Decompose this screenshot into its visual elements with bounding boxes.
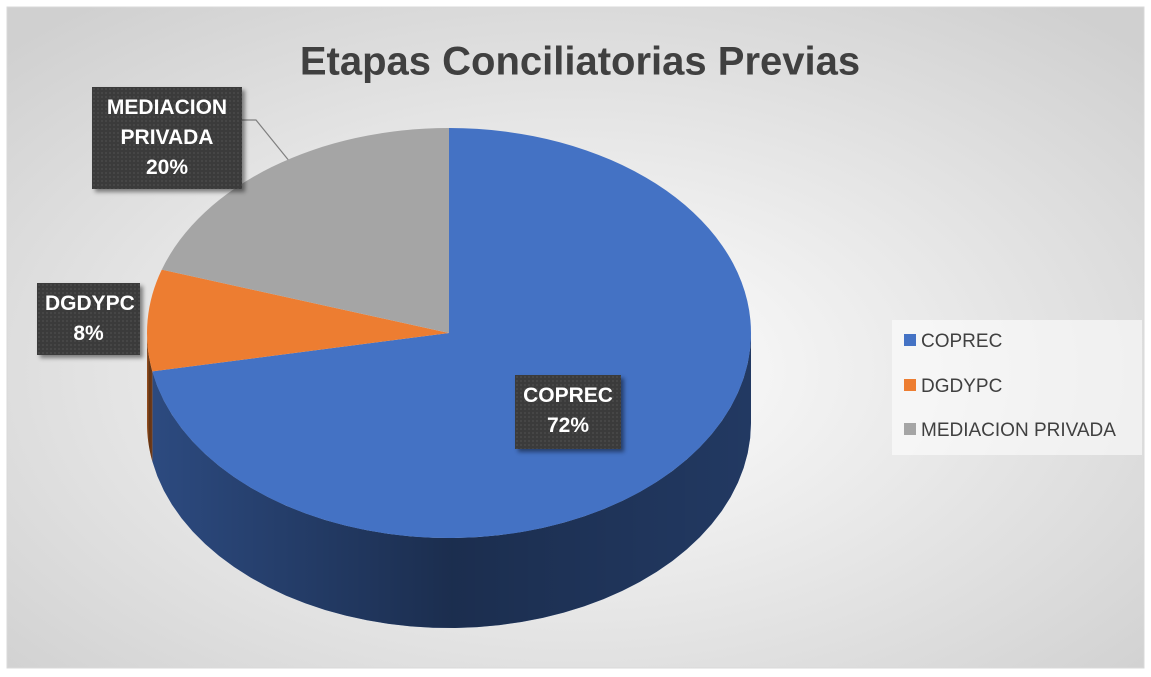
- data-label: COPREC 72%: [515, 375, 621, 449]
- slice-side-shade: [152, 333, 751, 628]
- data-label: DGDYPC 8%: [37, 283, 140, 355]
- data-label: MEDIACION PRIVADA 20%: [92, 87, 242, 189]
- slice-side-shade: [147, 333, 153, 462]
- data-label-value: 72%: [546, 414, 590, 437]
- data-label-category: DGDYPC: [45, 292, 135, 315]
- legend-entry: MEDIACION PRIVADA: [904, 420, 1116, 442]
- legend-label: COPREC: [921, 331, 1003, 352]
- chart-title: Etapas Conciliatorias Previas: [300, 40, 860, 84]
- legend-swatch: [904, 334, 916, 346]
- legend: COPREC DGDYPC MEDIACION PRIVADA: [892, 320, 1142, 455]
- legend-swatch: [904, 378, 916, 391]
- slice: [146, 269, 449, 372]
- legend-label: DGDYPC: [921, 375, 1003, 397]
- legend-swatch: [904, 423, 916, 435]
- slice: [161, 128, 449, 333]
- legend-entry: COPREC: [904, 331, 1002, 353]
- legend-label: MEDIACION PRIVADA: [921, 420, 1116, 441]
- data-label-category: MEDIACION PRIVADA: [106, 96, 228, 149]
- data-label-value: 20%: [145, 156, 189, 179]
- data-label-value: 8%: [73, 322, 104, 345]
- leader-line: [242, 119, 291, 163]
- data-label-category: COPREC: [523, 384, 613, 407]
- legend-entry: DGDYPC: [904, 376, 1002, 398]
